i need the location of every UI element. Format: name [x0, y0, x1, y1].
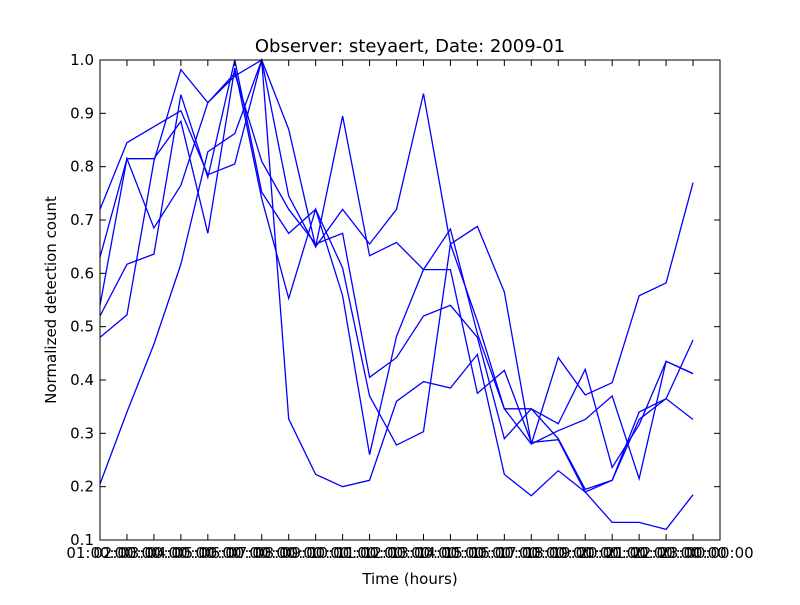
x-tick-label: 01:00:00: [66, 544, 133, 562]
x-tick-label: 04:00:00: [147, 544, 214, 562]
series-line-2: [99, 67, 694, 491]
y-tick-label: 0.7: [70, 211, 94, 229]
x-tick-label: 23:00:00: [659, 544, 726, 562]
x-tick-label: 13:00:00: [390, 544, 457, 562]
series-line-1: [99, 57, 694, 445]
series-line-6: [99, 58, 694, 493]
series-line-5: [99, 59, 694, 531]
x-tick-label: 09:00:00: [282, 544, 349, 562]
x-tick-label: 21:00:00: [605, 544, 672, 562]
x-tick-label: 17:00:00: [498, 544, 565, 562]
y-tick-label: 0.4: [70, 371, 94, 389]
y-tick-label: 0.6: [70, 264, 94, 282]
y-tick-label: 0.8: [70, 158, 94, 176]
x-tick-label: 14:00:00: [417, 544, 484, 562]
x-tick-label: 07:00:00: [228, 544, 295, 562]
chart-title: Observer: steyaert, Date: 2009-01: [255, 36, 565, 57]
x-tick-label: 10:00:00: [309, 544, 376, 562]
y-axis-ticks: 0.1 0.2 0.3 0.4 0.5 0.6 0.7 0.8 0.9 1.0: [70, 51, 720, 549]
y-tick-label: 0.5: [70, 318, 94, 336]
x-tick-label: 03:00:00: [120, 544, 187, 562]
y-tick-label: 0.2: [70, 478, 94, 496]
plot-frame: [99, 59, 721, 541]
x-tick-label: 20:00:00: [578, 544, 645, 562]
series-line-3: [99, 72, 694, 470]
x-tick-label: 06:00:00: [201, 544, 268, 562]
x-tick-label: 19:00:00: [552, 544, 619, 562]
x-tick-label: 02:00:00: [93, 544, 160, 562]
x-tick-label: 18:00:00: [525, 544, 592, 562]
y-tick-label: 0.9: [70, 104, 94, 122]
x-tick-label: 12:00:00: [363, 544, 430, 562]
x-tick-label: 11:00:00: [336, 544, 403, 562]
x-tick-label: 00:00:00: [686, 544, 753, 562]
x-tick-label: 22:00:00: [632, 544, 699, 562]
x-axis-ticks: 01:00:0002:00:0003:00:0004:00:0005:00:00…: [66, 60, 754, 562]
series-line-4: [99, 59, 694, 482]
x-tick-label: 15:00:00: [444, 544, 511, 562]
x-tick-label: 16:00:00: [471, 544, 538, 562]
y-axis-label: Normalized detection count: [42, 196, 60, 404]
y-tick-label: 1.0: [70, 51, 94, 69]
y-tick-label: 0.1: [70, 531, 94, 549]
x-tick-label: 08:00:00: [255, 544, 322, 562]
x-axis-label: Time (hours): [361, 570, 457, 588]
series-layer: [99, 57, 694, 531]
x-tick-label: 05:00:00: [174, 544, 241, 562]
y-tick-label: 0.3: [70, 424, 94, 442]
